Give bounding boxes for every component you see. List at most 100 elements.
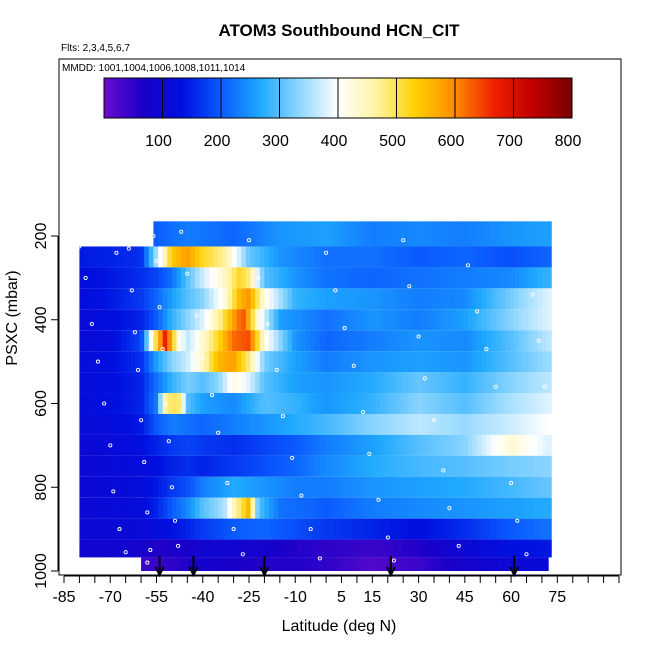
- heatmap-cell: [384, 518, 390, 540]
- heatmap-cell: [486, 539, 492, 558]
- heatmap-cell: [398, 309, 404, 331]
- heatmap-cell: [412, 455, 418, 477]
- heatmap-cell: [292, 413, 298, 435]
- heatmap-cell: [250, 518, 256, 540]
- heatmap-cell: [245, 518, 252, 540]
- heatmap-cell: [532, 288, 538, 310]
- heatmap-cell: [84, 434, 90, 456]
- heatmap-cell: [245, 476, 252, 498]
- heatmap-cell: [210, 557, 216, 571]
- heatmap-cell: [523, 476, 529, 498]
- heatmap-cell: [384, 455, 390, 477]
- heatmap-cell: [208, 246, 215, 268]
- heatmap-cell: [296, 455, 303, 477]
- sample-point: [89, 321, 94, 326]
- heatmap-cell: [319, 539, 326, 558]
- heatmap-cell: [199, 267, 205, 289]
- heatmap-cell: [543, 557, 549, 571]
- heatmap-cell: [181, 288, 187, 310]
- heatmap-cell: [343, 351, 349, 373]
- heatmap-cell: [218, 476, 224, 498]
- heatmap-cell: [421, 413, 427, 435]
- heatmap-cell: [454, 455, 460, 477]
- heatmap-cell: [537, 393, 543, 414]
- heatmap-cell: [296, 246, 303, 268]
- heatmap-cell: [84, 372, 90, 394]
- heatmap-cell: [153, 330, 159, 352]
- heatmap-cell: [264, 351, 270, 373]
- heatmap-cell: [491, 267, 497, 289]
- heatmap-cell: [375, 221, 381, 247]
- heatmap-cell: [444, 288, 451, 310]
- heatmap-cell: [467, 267, 474, 289]
- heatmap-cell: [546, 221, 552, 247]
- heatmap-cell: [481, 518, 488, 540]
- heatmap-cell: [232, 330, 238, 352]
- heatmap-cell: [407, 309, 414, 331]
- heatmap-cell: [315, 434, 321, 456]
- heatmap-cell: [463, 413, 469, 435]
- heatmap-cell: [546, 455, 552, 477]
- heatmap-cell: [167, 518, 173, 540]
- heatmap-cell: [245, 372, 252, 394]
- heatmap-cell: [412, 330, 418, 352]
- heatmap-cell: [148, 497, 155, 519]
- heatmap-cell: [449, 434, 455, 456]
- heatmap-cell: [250, 351, 256, 373]
- heatmap-cell: [116, 330, 122, 352]
- heatmap-cell: [514, 288, 520, 310]
- heatmap-cell: [417, 246, 423, 268]
- heatmap-cell: [227, 267, 233, 289]
- heatmap-cell: [426, 330, 432, 352]
- heatmap-cell: [370, 539, 377, 558]
- heatmap-cell: [241, 246, 247, 268]
- heatmap-cell: [435, 497, 441, 519]
- heatmap-cell: [393, 413, 400, 435]
- heatmap-cell: [403, 372, 409, 394]
- heatmap-cell: [310, 476, 316, 498]
- heatmap-cell: [352, 497, 358, 519]
- heatmap-cell: [329, 434, 335, 456]
- heatmap-strips: [79, 221, 552, 571]
- heatmap-cell: [380, 288, 386, 310]
- heatmap-cell: [472, 518, 478, 540]
- heatmap-cell: [389, 330, 395, 352]
- heatmap-cell: [162, 351, 168, 373]
- heatmap-cell: [319, 455, 326, 477]
- heatmap-cell: [121, 497, 127, 519]
- heatmap-cell: [287, 476, 293, 498]
- heatmap-cell: [514, 309, 520, 331]
- heatmap-cell: [444, 476, 451, 498]
- heatmap-cell: [440, 288, 446, 310]
- sample-point: [499, 439, 504, 444]
- heatmap-cell: [121, 372, 127, 394]
- heatmap-cell: [306, 221, 312, 247]
- heatmap-cell: [269, 539, 275, 558]
- heatmap-cell: [204, 476, 210, 498]
- heatmap-cell: [199, 246, 205, 268]
- heatmap-cell: [403, 351, 409, 373]
- heatmap-cell: [477, 539, 483, 558]
- heatmap-cell: [518, 393, 525, 414]
- heatmap-cell: [134, 539, 141, 558]
- heatmap-cell: [264, 497, 270, 519]
- heatmap-cell: [130, 434, 136, 456]
- heatmap-cell: [333, 309, 340, 331]
- heatmap-cell: [497, 557, 503, 571]
- heatmap-cell: [134, 246, 141, 268]
- heatmap-cell: [102, 518, 108, 540]
- sample-point: [114, 250, 119, 255]
- heatmap-cell: [343, 539, 349, 558]
- heatmap-cell: [93, 372, 99, 394]
- y-axis-label: PSXC (mbar): [4, 270, 21, 365]
- heatmap-cell: [181, 221, 187, 247]
- heatmap-cell: [227, 309, 233, 331]
- heatmap-cell: [504, 288, 511, 310]
- heatmap-cell: [278, 393, 284, 414]
- heatmap-cell: [393, 372, 400, 394]
- heatmap-cell: [296, 288, 303, 310]
- heatmap-cell: [481, 455, 488, 477]
- heatmap-cell: [306, 393, 312, 414]
- heatmap-cell: [190, 330, 196, 352]
- heatmap-cell: [518, 434, 525, 456]
